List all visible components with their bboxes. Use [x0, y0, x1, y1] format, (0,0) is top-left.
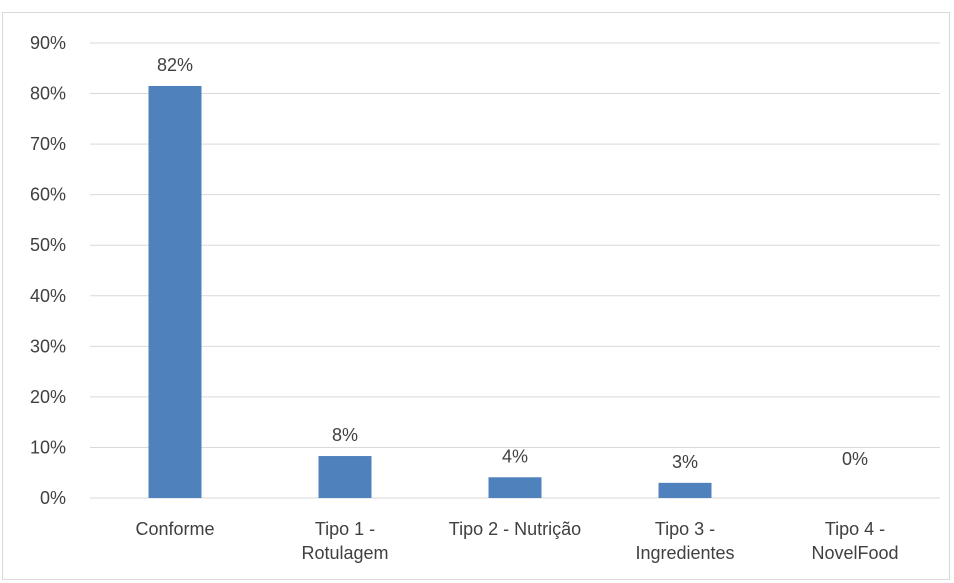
x-tick-label: NovelFood [811, 543, 898, 563]
x-tick-label: Conforme [135, 519, 214, 539]
y-tick-label: 30% [30, 336, 66, 356]
bar [148, 85, 202, 498]
data-label: 4% [502, 446, 528, 466]
y-tick-label: 80% [30, 84, 66, 104]
y-tick-label: 40% [30, 286, 66, 306]
y-tick-label: 10% [30, 437, 66, 457]
x-tick-label: Tipo 3 - [655, 519, 715, 539]
data-label: 0% [842, 449, 868, 469]
bar [318, 456, 372, 498]
y-tick-label: 70% [30, 134, 66, 154]
y-tick-label: 20% [30, 387, 66, 407]
x-tick-label: Tipo 1 - [315, 519, 375, 539]
y-tick-label: 60% [30, 185, 66, 205]
x-tick-label: Rotulagem [301, 543, 388, 563]
x-tick-label: Ingredientes [635, 543, 734, 563]
y-tick-label: 50% [30, 235, 66, 255]
bar [488, 477, 542, 498]
x-tick-label: Tipo 4 - [825, 519, 885, 539]
bar [658, 482, 712, 498]
data-label: 82% [157, 55, 193, 75]
data-label: 8% [332, 425, 358, 445]
data-label: 3% [672, 452, 698, 472]
y-tick-label: 90% [30, 33, 66, 53]
x-tick-label: Tipo 2 - Nutrição [449, 519, 581, 539]
y-tick-label: 0% [40, 488, 66, 508]
